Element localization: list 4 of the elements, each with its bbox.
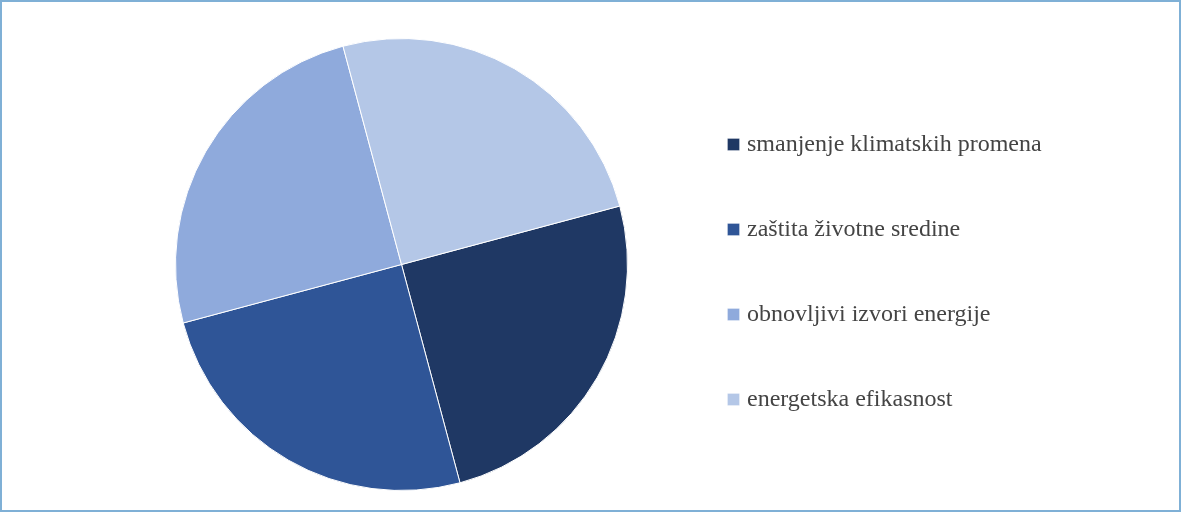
legend-label: energetska efikasnost	[747, 385, 953, 412]
legend-label: zaštita životne sredine	[747, 215, 961, 242]
legend-label: obnovljivi izvori energije	[747, 300, 991, 327]
legend-label: smanjenje klimatskih promena	[747, 130, 1042, 157]
